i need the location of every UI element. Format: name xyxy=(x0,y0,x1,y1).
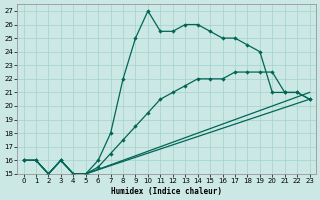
X-axis label: Humidex (Indice chaleur): Humidex (Indice chaleur) xyxy=(111,187,222,196)
